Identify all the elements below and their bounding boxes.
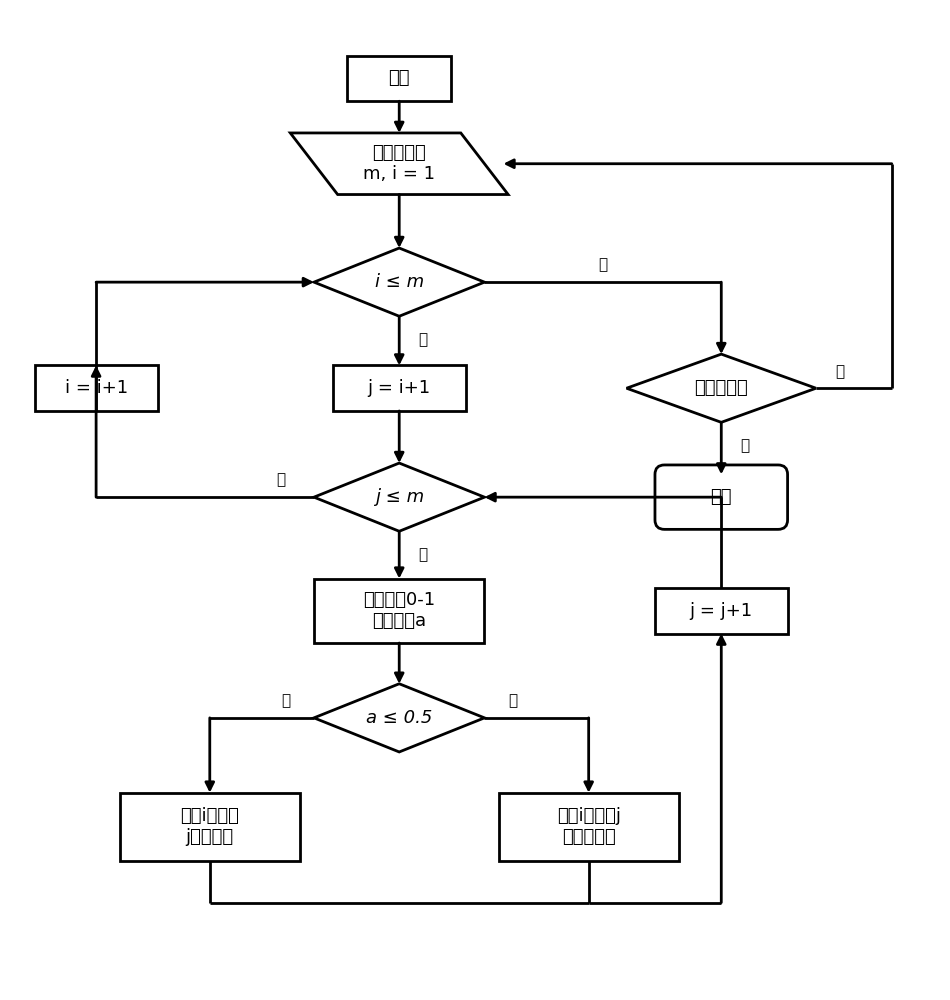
Polygon shape xyxy=(314,463,484,531)
Text: j ≤ m: j ≤ m xyxy=(374,488,424,506)
Text: 节点i与节点j
是不相连的: 节点i与节点j 是不相连的 xyxy=(557,807,620,846)
Text: j = j+1: j = j+1 xyxy=(690,602,752,620)
Polygon shape xyxy=(314,684,484,752)
Bar xyxy=(332,365,466,411)
Text: j = i+1: j = i+1 xyxy=(368,379,430,397)
Text: 是: 是 xyxy=(281,693,290,708)
Text: a ≤ 0.5: a ≤ 0.5 xyxy=(366,709,432,727)
Text: 否: 否 xyxy=(598,258,607,273)
Bar xyxy=(499,793,678,861)
Bar xyxy=(120,793,300,861)
Text: 生成一个0-1
的随机数a: 生成一个0-1 的随机数a xyxy=(363,591,435,630)
FancyBboxPatch shape xyxy=(655,465,788,529)
Bar xyxy=(655,588,788,634)
Text: 是: 是 xyxy=(418,547,428,562)
Text: 否: 否 xyxy=(508,693,518,708)
Polygon shape xyxy=(314,248,484,316)
Bar xyxy=(314,579,484,643)
Text: i ≤ m: i ≤ m xyxy=(374,273,424,291)
Text: 否: 否 xyxy=(276,473,285,488)
Text: 是: 是 xyxy=(740,439,750,454)
Text: 是: 是 xyxy=(418,332,428,347)
Text: 结束: 结束 xyxy=(711,488,732,506)
Text: i = i+1: i = i+1 xyxy=(65,379,127,397)
Bar xyxy=(347,56,451,101)
Text: 节点i与节点
j是相连的: 节点i与节点 j是相连的 xyxy=(180,807,239,846)
Text: 开始: 开始 xyxy=(389,69,410,87)
Polygon shape xyxy=(627,354,816,422)
Bar xyxy=(34,365,158,411)
Text: 图是否连通: 图是否连通 xyxy=(694,379,749,397)
Polygon shape xyxy=(291,133,508,195)
Text: 输入节点数
m, i = 1: 输入节点数 m, i = 1 xyxy=(363,144,435,183)
Text: 否: 否 xyxy=(835,364,845,379)
